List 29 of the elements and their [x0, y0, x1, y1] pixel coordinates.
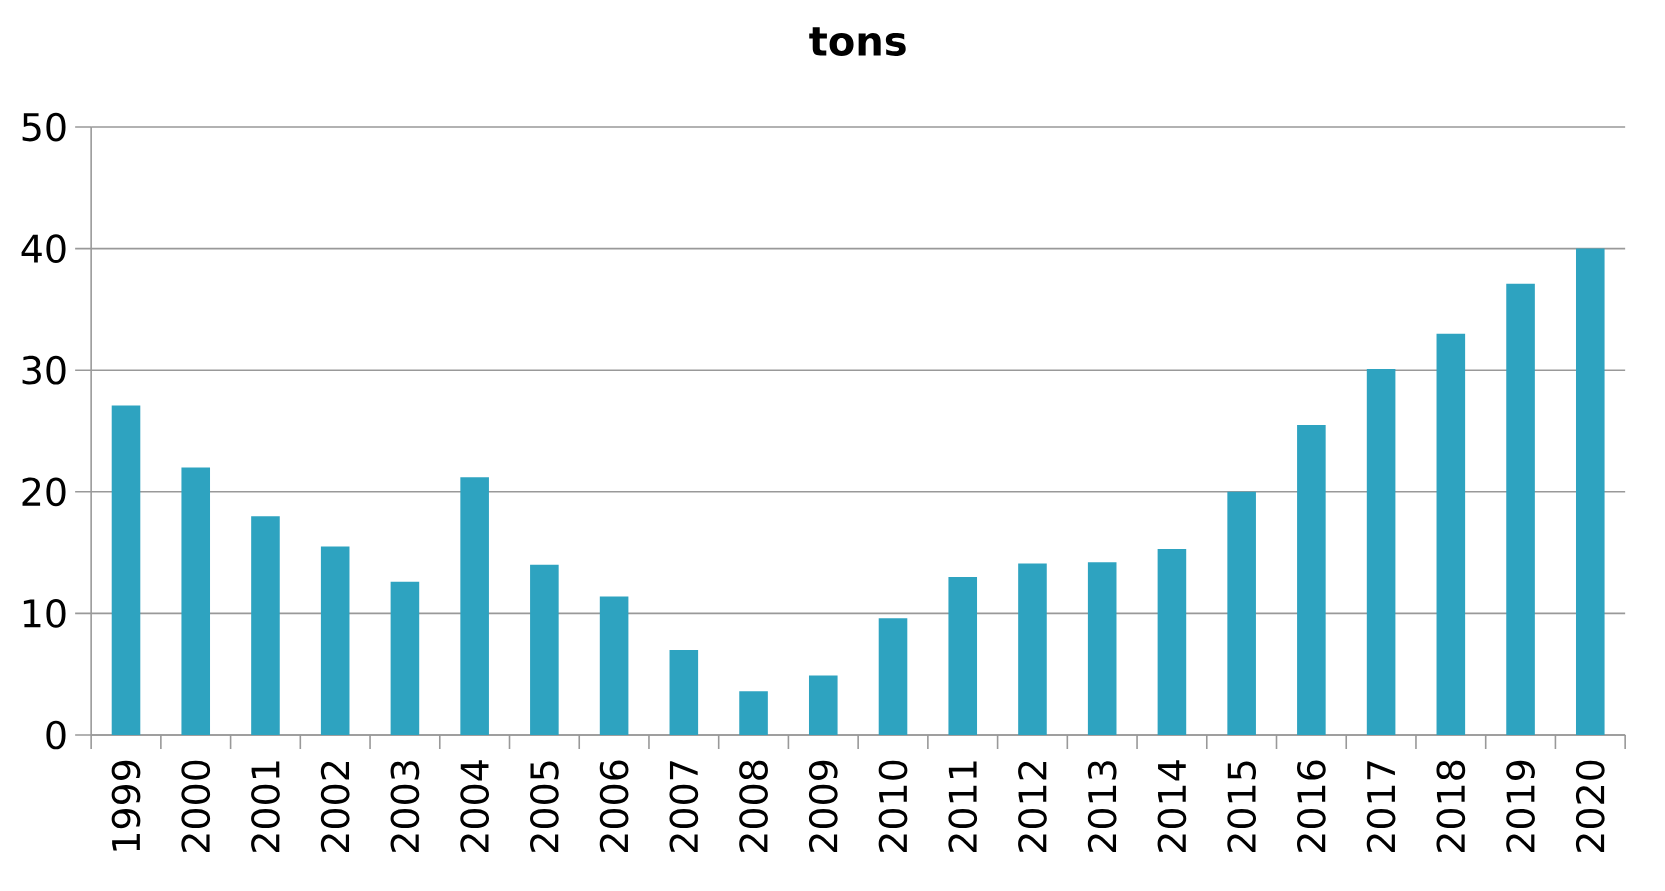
x-tick-label: 2008: [739, 760, 768, 852]
x-tick-label: 2018: [1436, 760, 1466, 852]
x-tick-label: 2017: [1366, 761, 1396, 852]
x-tick-label: 2001: [251, 761, 280, 852]
y-tick-label: 0: [46, 720, 66, 750]
y-tick-label: 50: [22, 112, 66, 142]
x-tick-label: 2015: [1227, 761, 1257, 852]
x-tick-label: 2011: [948, 761, 978, 852]
x-tick-label: 2004: [460, 760, 490, 852]
x-tick-label: 2007: [669, 761, 699, 852]
x-tick-label: 2019: [1506, 760, 1535, 852]
x-tick-label: 2012: [1018, 761, 1047, 852]
x-tick-label: 2003: [390, 761, 420, 852]
y-tick-label: 10: [23, 599, 66, 628]
x-tick-label: 2000: [181, 760, 211, 852]
x-tick-label: 2002: [320, 761, 350, 852]
x-tick-label: 2009: [808, 760, 838, 852]
x-tick-label: 2006: [599, 760, 629, 852]
x-tick-label: 2014: [1157, 760, 1187, 852]
x-tick-label: 2010: [878, 760, 908, 852]
x-tick-label: 2020: [1575, 760, 1605, 852]
x-tick-label: 1999: [111, 760, 141, 851]
y-tick-label: 30: [22, 355, 66, 385]
x-tick-label: 2013: [1087, 761, 1117, 852]
y-tick-label: 20: [22, 477, 66, 507]
chart-title: tons: [809, 27, 906, 56]
y-tick-label: 40: [21, 234, 66, 263]
x-tick-label: 2016: [1297, 760, 1326, 852]
x-tick-label: 2005: [530, 761, 559, 852]
